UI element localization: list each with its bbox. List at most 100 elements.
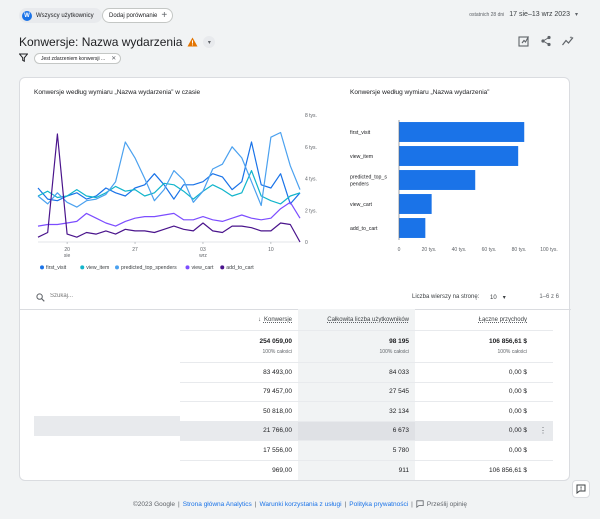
table-cell: 79 457,00 [263,388,292,396]
segment-label: Wszyscy użytkownicy [36,12,94,19]
bar-chart: 0 20 tys. 40 tys. 60 tys. 80 tys. 100 tys. fir… [350,120,558,253]
filter-chip[interactable]: Jest zdarzeniem konwersji ... ✕ [34,53,122,64]
legend-marker [80,265,85,270]
bar-first-visit [399,122,525,142]
rows-per-page-value: 10 [490,294,497,301]
warning-icon[interactable] [187,37,198,47]
series-line-view-cart [37,201,301,227]
footer-link-terms[interactable]: Warunki korzystania z usługi [259,500,342,508]
table-gutter [533,461,553,481]
row-highlight [34,416,180,436]
legend-marker [115,265,119,270]
search-input[interactable] [50,293,190,299]
rows-per-page-select[interactable]: 10 ▾ [490,292,518,303]
table-header-row: ↓ Konwersje Całkowita liczba użytkownikó… [180,309,553,331]
feedback-float-button[interactable] [572,480,590,498]
x-tick-label: 20 [64,247,70,253]
more-vert-icon[interactable]: ⋮ [539,426,547,436]
column-header-conversions[interactable]: ↓ Konwersje [180,309,298,330]
category-label: view_cart [350,202,372,208]
plus-icon: + [161,9,168,21]
title-dropdown-button[interactable]: ▾ [203,36,216,48]
column-header-total-users-label: Całkowita liczba użytkowników [327,316,409,323]
segment-chip[interactable]: W Wszyscy użytkownicy [19,8,102,23]
category-label: penders [350,182,369,188]
total-cell: 254 059,00 100% całości [180,331,298,362]
table-cell: 83 493,00 [263,368,292,376]
table-cell: 21 766,00 [263,427,292,435]
footer-link-analytics-home[interactable]: Strona główna Analytics [182,500,252,508]
total-value: 98 195 [389,338,409,345]
footer-link-privacy[interactable]: Polityka prywatności [349,500,409,508]
chevron-down-icon: ▾ [502,295,506,301]
total-cell: 98 195 100% całości [298,331,415,362]
y-tick-label: 8 tys. [305,113,317,119]
table-row[interactable]: 969,00 911 106 856,61 $ [180,460,553,481]
column-header-revenue[interactable]: Łączne przychody [415,309,533,330]
bar-predicted-top-spenders [399,170,476,190]
pagination: 1–6 z 6 [539,294,559,300]
filter-chip-label: Jest zdarzeniem konwersji ... [41,55,106,62]
sort-down-icon: ↓ [257,316,261,323]
table-gutter [533,441,553,460]
table-row[interactable]: 17 556,00 5 780 0,00 $ [180,441,553,461]
table-cell: 0,00 $ [508,388,527,396]
report-card: Konwersje według wymiaru „Nazwa wydarzen… [19,77,571,481]
bar-add-to-cart [399,218,426,238]
table-cell: 0,00 $ [508,446,527,454]
add-comparison-label: Dodaj porównanie [109,12,158,19]
rows-per-page-label: Liczba wierszy na stronę: [412,294,480,300]
category-label: view_item [350,154,373,160]
legend-label: first_visit [46,265,67,271]
x-tick-label: 60 tys. [482,247,497,253]
column-header-conversions-label: Konwersje [263,316,292,323]
footer-separator: | [344,500,347,508]
filter-icon[interactable] [18,53,29,64]
table-row[interactable]: 79 457,00 27 545 0,00 $ [180,382,553,402]
category-label: add_to_cart [350,226,378,232]
data-table: ↓ Konwersje Całkowita liczba użytkownikó… [180,309,553,480]
add-comparison-button[interactable]: Dodaj porównanie + [102,8,174,23]
close-icon[interactable]: ✕ [111,56,117,62]
footer-copyright: ©2023 Google [133,500,176,508]
table-cell: 911 [298,460,415,480]
table-gutter [533,402,553,421]
bar-chart-title: Konwersje według wymiaru „Nazwa wydarzen… [350,89,490,96]
insights-icon[interactable] [562,35,574,47]
category-label: predicted_top_s [350,175,387,181]
feedback-icon [576,484,586,494]
x-tick-label: 100 tys. [540,247,558,253]
x-tick-label: 20 tys. [422,247,437,253]
total-value: 106 856,61 $ [489,338,527,345]
total-percent: 100% całości [497,349,527,355]
title-bar: Konwersje: Nazwa wydarzenia ▾ [19,34,216,50]
share-icon[interactable] [540,35,552,47]
edit-report-icon[interactable] [518,35,530,47]
total-value: 254 059,00 [259,338,292,345]
legend-label: predicted_top_spenders [121,265,177,271]
column-header-total-users[interactable]: Całkowita liczba użytkowników [298,309,415,330]
table-row[interactable]: 83 493,00 84 033 0,00 $ [180,363,553,383]
footer: ©2023 Google | Strona główna Analytics |… [0,500,600,508]
table-cell: 84 033 [298,363,415,382]
x-tick-label: 27 [132,247,138,253]
date-range-picker[interactable]: ostatnich 28 dni 17 sie–13 wrz 2023 ▾ [469,11,578,18]
legend-marker [220,265,225,270]
y-tick-label: 4 tys. [305,177,317,183]
footer-feedback-button[interactable]: Prześlij opinię [416,500,467,508]
table-gutter [533,309,553,330]
footer-separator: | [411,500,413,508]
segment-avatar: W [22,10,32,21]
y-tick-label: 2 tys. [305,208,317,214]
bar-view-cart [399,194,432,214]
x-tick-label: 03 [200,247,206,253]
footer-separator: | [178,500,180,508]
page-title: Konwersje: Nazwa wydarzenia [19,35,183,49]
top-bar: W Wszyscy użytkownicy Dodaj porównanie +… [0,0,600,30]
table-cell: 106 856,61 $ [489,466,527,474]
bar-view-item [399,146,519,166]
footer-separator: | [254,500,257,508]
table-row[interactable]: 21 766,00 6 673 0,00 $ ⋮ [180,421,553,441]
table-row[interactable]: 50 818,00 32 134 0,00 $ [180,402,553,422]
table-cell: 50 818,00 [263,407,292,415]
